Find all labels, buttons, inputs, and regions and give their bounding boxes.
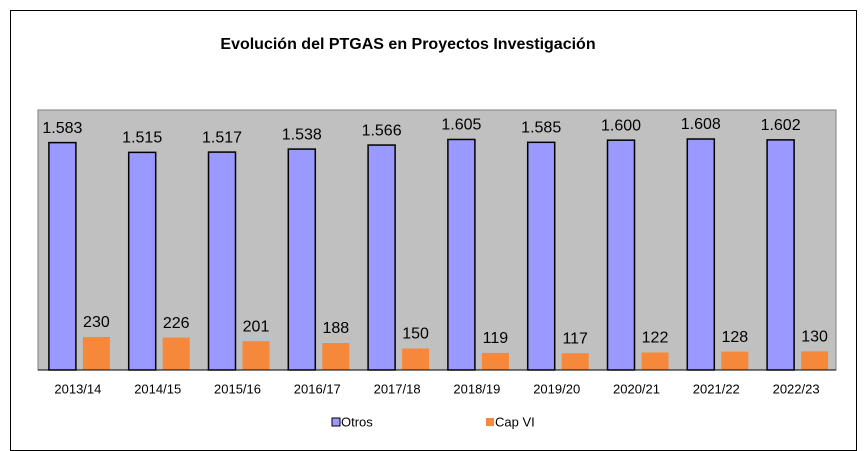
bar: [162, 337, 190, 370]
bar: [207, 151, 237, 371]
legend-swatch: [486, 418, 494, 426]
data-label: 201: [243, 318, 270, 335]
data-label: 1.515: [122, 130, 162, 147]
bar: [367, 144, 396, 371]
data-label: 130: [801, 329, 828, 346]
data-label: 122: [642, 330, 669, 347]
data-label: 226: [163, 315, 190, 332]
data-label: 188: [322, 320, 349, 337]
data-label: 1.608: [681, 116, 721, 133]
data-label: 1.583: [42, 120, 82, 137]
bar: [801, 351, 829, 370]
bar: [287, 148, 317, 371]
x-tick-label: 2015/16: [214, 381, 261, 396]
bar: [641, 352, 669, 370]
x-tick-label: 2013/14: [54, 381, 101, 396]
bar: [766, 139, 795, 371]
x-tick-label: 2016/17: [294, 381, 341, 396]
x-tick-label: 2019/20: [533, 381, 580, 396]
legend-label: Cap VI: [495, 414, 535, 429]
chart-title: Evolución del PTGAS en Proyectos Investi…: [220, 36, 595, 53]
data-label: 1.517: [202, 129, 242, 146]
bar: [526, 141, 556, 371]
x-tick-label: 2020/21: [613, 381, 660, 396]
plot-area: [37, 109, 837, 371]
legend-swatch: [331, 417, 341, 427]
x-tick-label: 2014/15: [134, 381, 181, 396]
bar: [481, 352, 509, 370]
bar: [322, 342, 350, 370]
bar: [447, 138, 476, 371]
data-label: 117: [562, 330, 588, 347]
data-label: 1.585: [521, 120, 561, 137]
legend-label: Otros: [341, 414, 373, 429]
data-label: 150: [402, 326, 429, 343]
bar: [606, 139, 636, 371]
bar: [82, 336, 110, 370]
data-label: 128: [721, 329, 748, 346]
data-label: 1.600: [601, 117, 641, 134]
data-label: 1.605: [441, 117, 481, 134]
bar: [127, 151, 157, 371]
data-label: 1.566: [362, 122, 402, 139]
data-label: 230: [83, 314, 110, 331]
data-label: 1.602: [761, 117, 801, 134]
bar: [721, 351, 749, 370]
x-tick-label: 2022/23: [773, 381, 820, 396]
data-label: 1.538: [282, 126, 322, 143]
bar: [686, 138, 716, 371]
bar: [242, 341, 270, 370]
bar: [48, 141, 77, 371]
bar: [561, 353, 589, 370]
bar: [402, 348, 430, 370]
x-tick-label: 2017/18: [374, 381, 421, 396]
x-tick-label: 2021/22: [693, 381, 740, 396]
x-tick-label: 2018/19: [453, 381, 500, 396]
data-label: 119: [483, 330, 509, 347]
